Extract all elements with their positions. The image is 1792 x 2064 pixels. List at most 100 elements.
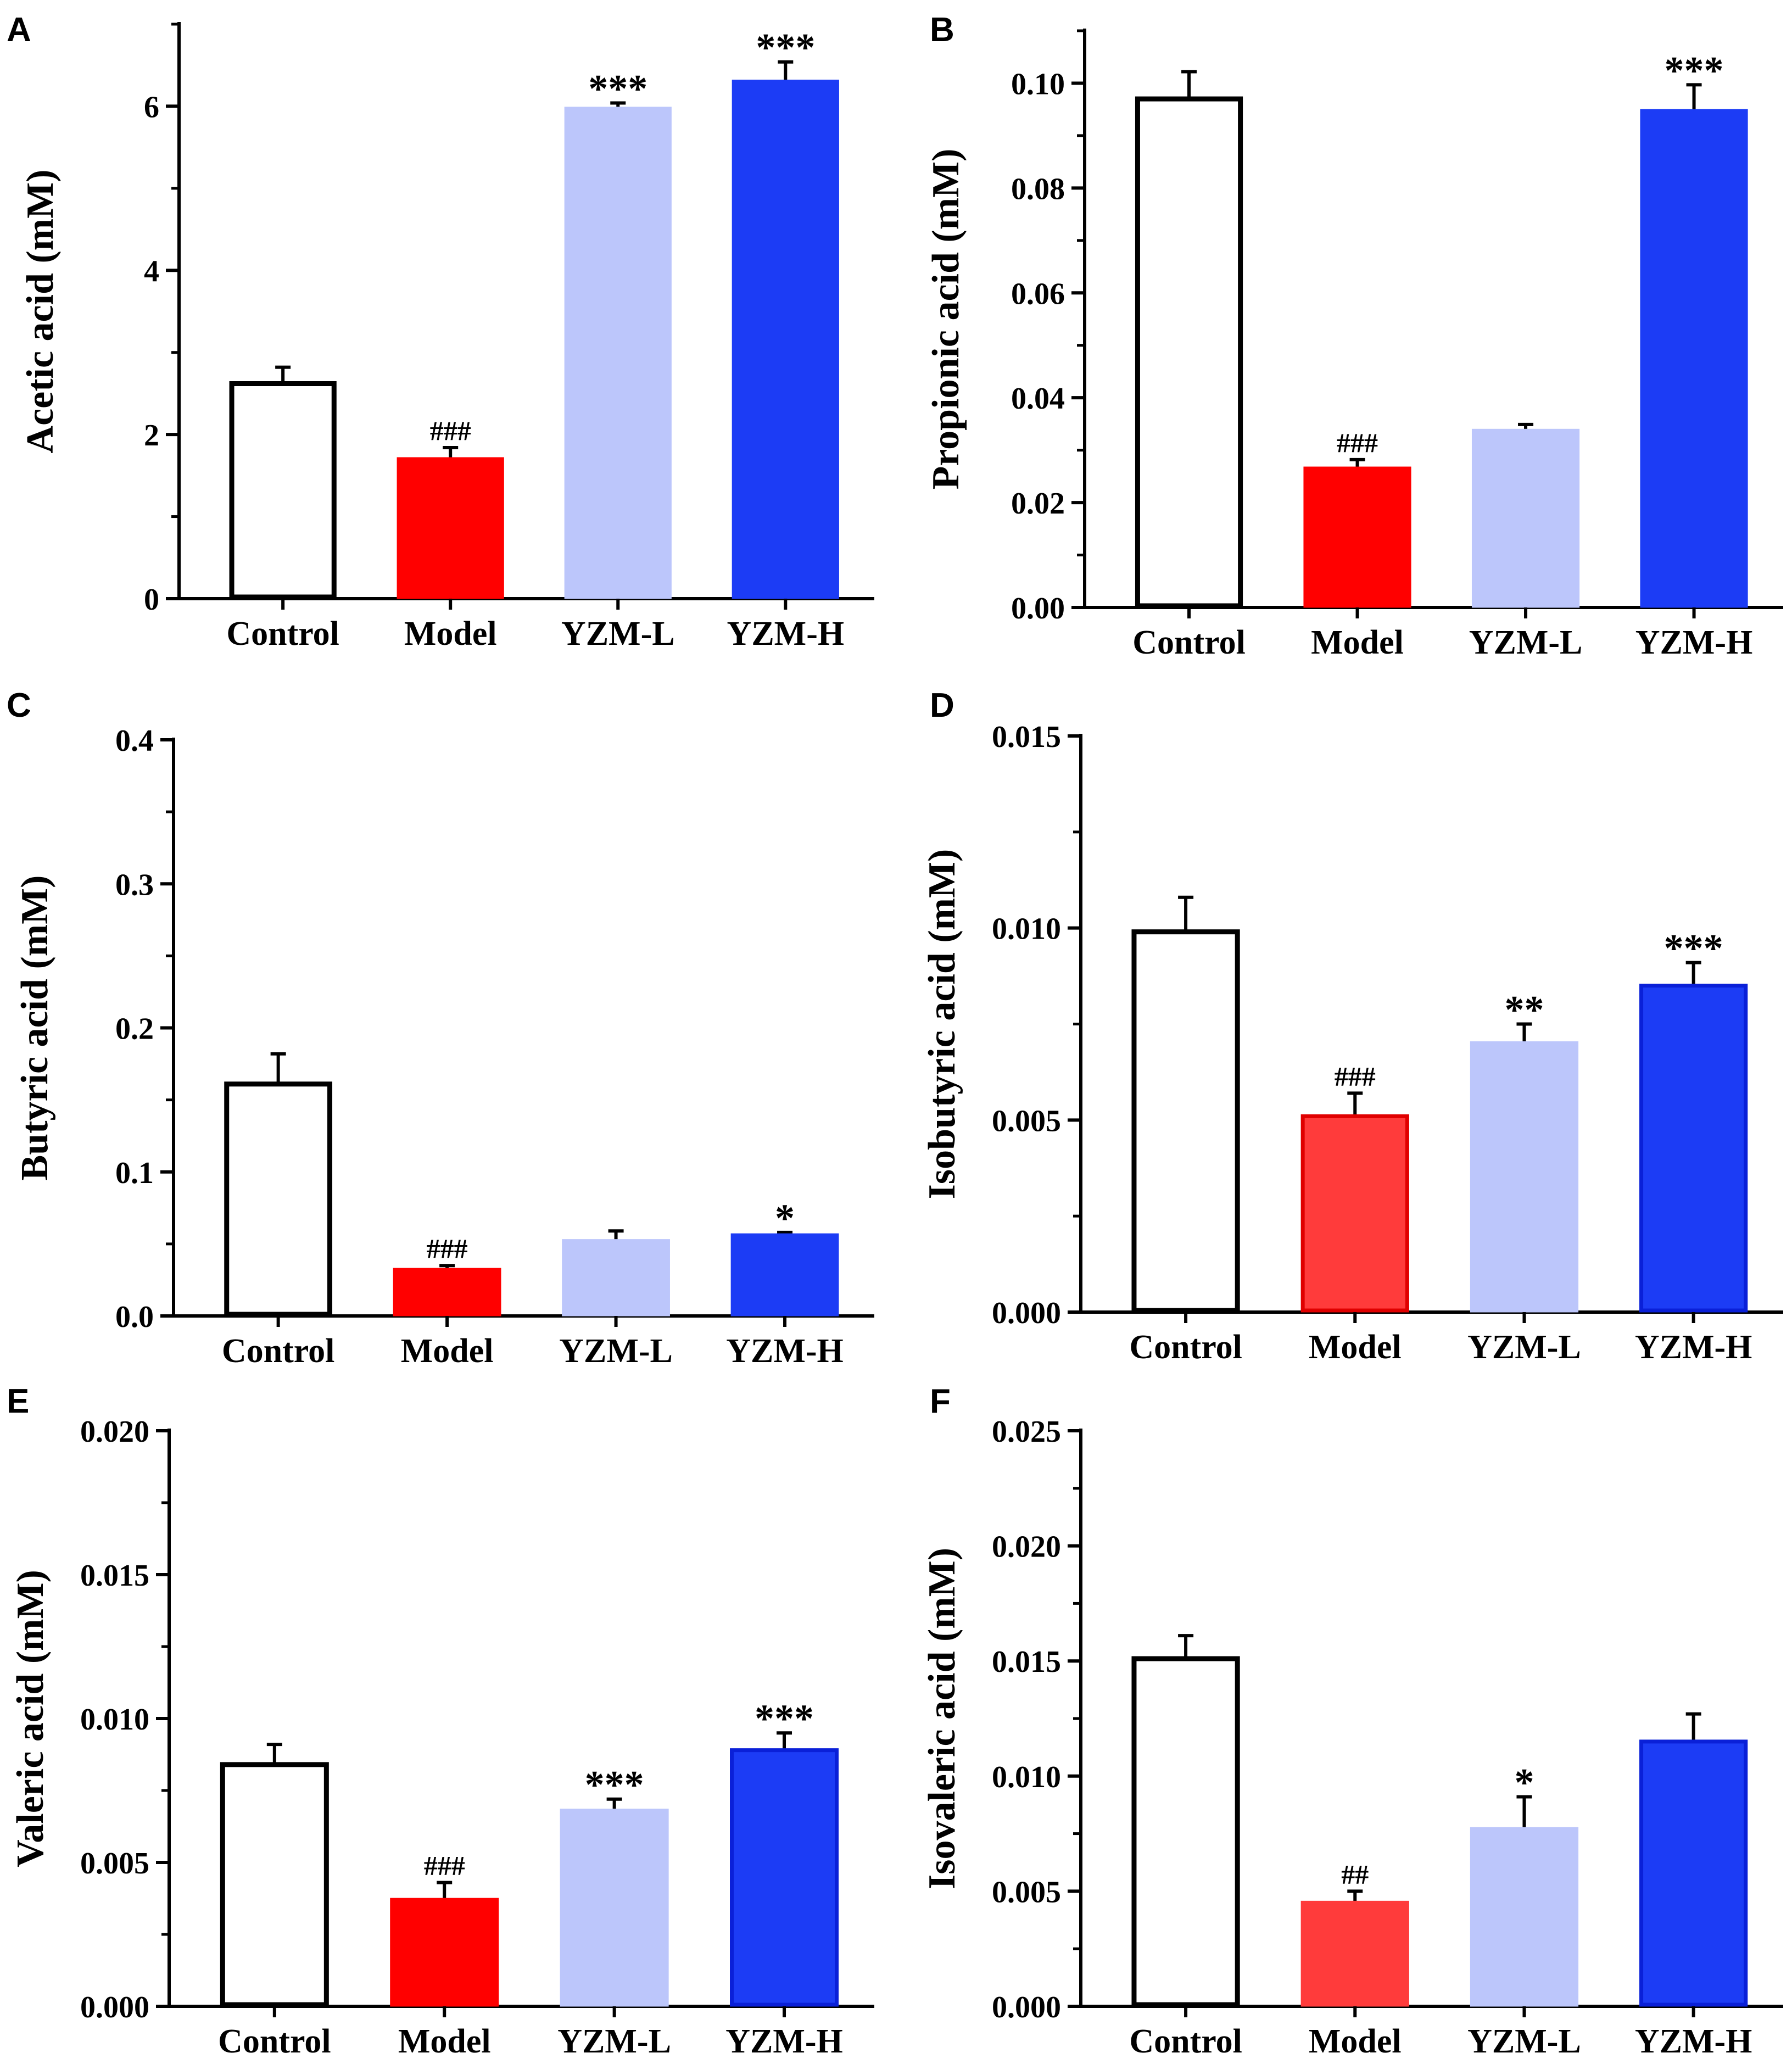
y-tick-label: 4 [144, 254, 159, 288]
panel-label: B [930, 11, 954, 49]
y-tick-label: 0.015 [80, 1559, 149, 1593]
bar-yzm-h [1639, 984, 1748, 1313]
x-tick-label: Model [1309, 2023, 1402, 2060]
bar-model [1300, 1900, 1409, 2007]
y-tick-label: 0.020 [992, 1530, 1061, 1564]
y-tick-label: 0.005 [992, 1875, 1061, 1909]
y-tick-label: 0.08 [1011, 172, 1065, 206]
x-tick-label: Model [1311, 624, 1404, 661]
panel-label: C [7, 687, 31, 724]
x-tick-label: Model [404, 615, 497, 652]
y-axis-label: Propionic acid (mM) [925, 149, 967, 490]
significance-label: *** [588, 66, 647, 110]
x-tick-label: Control [226, 615, 339, 652]
bar-model [397, 457, 504, 599]
x-tick-label: Model [398, 2023, 491, 2060]
y-tick-label: 0.020 [80, 1415, 149, 1449]
x-tick-label: YZM-L [1467, 2023, 1581, 2060]
x-tick-label: Model [1309, 1329, 1402, 1366]
bar-control [1131, 1656, 1240, 2007]
y-tick-label: 0.000 [992, 1990, 1061, 2024]
y-tick-label: 0 [144, 583, 159, 617]
y-tick-label: 0.00 [1011, 592, 1065, 626]
y-axis-label: Acetic acid (mM) [19, 170, 62, 454]
x-tick-label: YZM-L [559, 1332, 673, 1370]
significance-label: *** [756, 26, 815, 70]
x-tick-label: YZM-H [1635, 2023, 1752, 2060]
bar-control [1135, 96, 1243, 609]
bar-yzm-l [562, 1239, 670, 1317]
y-tick-label: 0.010 [992, 1760, 1061, 1794]
y-tick-label: 0.2 [115, 1012, 154, 1046]
y-tick-label: 0.10 [1011, 67, 1065, 101]
panel-label: F [930, 1382, 951, 1420]
x-tick-label: YZM-H [727, 615, 845, 652]
bar-yzm-h [730, 1233, 839, 1317]
x-tick-label: YZM-L [557, 2023, 671, 2060]
bar-model [393, 1268, 501, 1317]
significance-label: ### [1335, 1061, 1376, 1091]
y-tick-label: 0.005 [992, 1104, 1061, 1138]
y-tick-label: 0.005 [80, 1847, 149, 1881]
significance-label: ### [424, 1850, 465, 1881]
y-tick-label: 0.4 [115, 724, 154, 758]
panel-label: D [930, 687, 954, 724]
y-tick-label: 0.000 [80, 1990, 149, 2024]
bar-yzm-l [1470, 1041, 1579, 1313]
significance-label: ** [1504, 988, 1544, 1032]
significance-label: *** [1664, 927, 1723, 970]
panel-label: A [7, 11, 31, 49]
y-axis-label: Butyric acid (mM) [14, 875, 56, 1181]
x-tick-label: Control [218, 2023, 331, 2060]
panel-a: A 0 2 4 6 Acetic acid (mM) Control Model ### YZM-… [7, 11, 874, 652]
bar-yzm-l [560, 1809, 669, 2007]
bar-yzm-l [564, 107, 672, 599]
x-tick-label: Control [1132, 624, 1246, 661]
y-axis-label: Valeric acid (mM) [9, 1570, 52, 1867]
significance-label: *** [585, 1763, 644, 1807]
significance-label: ### [1337, 427, 1378, 458]
y-tick-label: 0.04 [1011, 382, 1065, 416]
bar-yzm-h [1639, 1739, 1748, 2007]
significance-label: * [775, 1196, 795, 1240]
y-tick-label: 6 [144, 90, 159, 124]
x-tick-label: Control [1129, 2023, 1242, 2060]
bar-model [1303, 466, 1411, 608]
bar-control [1131, 929, 1240, 1313]
x-tick-label: Model [401, 1332, 494, 1370]
y-tick-label: 0.000 [992, 1296, 1061, 1330]
bar-yzm-h [732, 80, 839, 599]
bar-yzm-l [1470, 1827, 1579, 2007]
significance-label: ## [1341, 1859, 1369, 1889]
significance-label: *** [1665, 48, 1724, 92]
bar-yzm-h [730, 1748, 839, 2007]
y-tick-label: 0.010 [992, 912, 1061, 946]
significance-label: * [1514, 1761, 1534, 1805]
x-tick-label: YZM-L [1469, 624, 1583, 661]
panel-e: E 0.000 0.005 0.010 0.015 0.020 Valeric acid (… [7, 1382, 874, 2060]
panel-label: E [7, 1382, 29, 1420]
x-tick-label: Control [1129, 1329, 1242, 1366]
bar-control [229, 381, 337, 600]
significance-label: ### [430, 415, 471, 446]
x-tick-label: YZM-H [1635, 624, 1753, 661]
y-axis-label: Isovaleric acid (mM) [921, 1548, 963, 1889]
panel-b: B 0.00 0.02 0.04 0.06 0.08 0.10 Propionic acid … [925, 11, 1783, 661]
y-tick-label: 0.06 [1011, 277, 1065, 311]
panel-c: C 0.0 0.1 0.2 0.3 0.4 Butyric acid (mM) Control… [7, 687, 874, 1370]
y-tick-label: 0.1 [115, 1156, 154, 1190]
bar-control [224, 1081, 333, 1317]
x-tick-label: Control [222, 1332, 335, 1370]
x-tick-label: YZM-H [726, 1332, 844, 1370]
y-tick-label: 0.02 [1011, 487, 1065, 521]
bar-yzm-l [1471, 428, 1580, 608]
significance-label: *** [755, 1697, 814, 1741]
x-tick-label: YZM-L [1467, 1329, 1581, 1366]
bar-control [220, 1762, 329, 2007]
y-tick-label: 0.0 [115, 1300, 154, 1334]
panel-d: D 0.000 0.005 0.010 0.015 Isobutyric acid (mM… [921, 687, 1783, 1366]
y-tick-label: 2 [144, 419, 159, 453]
y-tick-label: 0.3 [115, 868, 154, 902]
y-tick-label: 0.025 [992, 1415, 1061, 1449]
